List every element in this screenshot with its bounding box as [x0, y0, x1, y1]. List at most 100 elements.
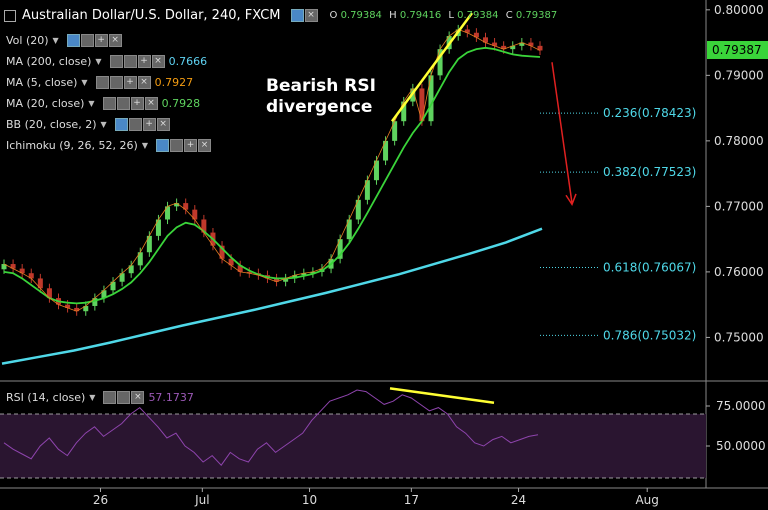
eye-icon[interactable] [66, 33, 80, 47]
indicator-legend-row[interactable]: BB (20, close, 2) ▼ + × [6, 117, 170, 131]
rsi-controls[interactable]: × [103, 391, 145, 404]
candle-body [237, 265, 243, 272]
candle-body [373, 160, 379, 181]
settings-icon[interactable] [169, 138, 183, 152]
candle-body [392, 121, 398, 141]
close-icon[interactable]: × [151, 54, 165, 68]
candle-body [492, 42, 498, 46]
candle-body [119, 273, 125, 282]
eye-icon[interactable] [109, 54, 123, 68]
settings-icon[interactable] [128, 117, 142, 131]
dropdown-caret-icon[interactable]: ▼ [52, 35, 59, 45]
candle-body [519, 42, 525, 46]
candle-body [310, 271, 316, 274]
candle-body [528, 42, 534, 46]
add-icon[interactable]: + [183, 138, 197, 152]
settings-icon[interactable] [116, 96, 130, 110]
candle-body [428, 75, 434, 122]
eye-icon[interactable] [290, 9, 304, 22]
y-tick-label: 0.78000 [714, 134, 764, 148]
indicator-controls[interactable]: + × [109, 54, 165, 68]
eye-icon[interactable] [103, 391, 117, 404]
candle-body [337, 239, 343, 259]
candle-body [346, 219, 352, 240]
candle-body [501, 45, 507, 50]
x-tick-label: 10 [302, 493, 317, 507]
candle-body [83, 305, 89, 312]
title-controls[interactable]: × [290, 9, 318, 22]
candle-body [383, 140, 389, 161]
add-icon[interactable]: + [94, 33, 108, 47]
indicator-legend-row[interactable]: Vol (20) ▼ + × [6, 33, 122, 47]
settings-icon[interactable] [80, 33, 94, 47]
fib-level-label: 0.382(0.77523) [603, 165, 696, 179]
dropdown-caret-icon[interactable]: ▼ [141, 140, 148, 150]
candle-body [10, 264, 16, 269]
dropdown-caret-icon[interactable]: ▼ [89, 393, 96, 402]
eye-icon[interactable] [155, 138, 169, 152]
dropdown-caret-icon[interactable]: ▼ [88, 98, 95, 108]
x-tick-label: 24 [511, 493, 526, 507]
rsi-band [0, 414, 706, 478]
candle-body [1, 264, 7, 270]
close-icon[interactable]: × [137, 75, 151, 89]
collapse-icon[interactable] [4, 9, 16, 22]
candle-body [37, 278, 43, 289]
indicator-controls[interactable]: + × [95, 75, 151, 89]
dropdown-caret-icon[interactable]: ▼ [95, 56, 102, 66]
indicator-controls[interactable]: + × [155, 138, 211, 152]
candle-body [437, 49, 443, 76]
indicator-controls[interactable]: + × [66, 33, 122, 47]
candle-body [101, 290, 107, 299]
candle-body [228, 258, 234, 266]
ma20-line [3, 46, 541, 305]
y-tick-label: 0.75000 [714, 330, 764, 344]
fib-level-label: 0.786(0.75032) [603, 328, 696, 342]
candle-body [364, 180, 370, 200]
candle-body [473, 32, 479, 38]
indicator-legend-row[interactable]: MA (200, close) ▼ + × 0.7666 [6, 54, 207, 68]
indicator-legend-row[interactable]: Ichimoku (9, 26, 52, 26) ▼ + × [6, 138, 211, 152]
rsi-trendline [389, 387, 495, 405]
x-tick-label: Aug [635, 493, 658, 507]
candle-body [128, 265, 134, 274]
x-tick-label: Jul [194, 493, 209, 507]
close-icon[interactable]: × [304, 9, 318, 22]
candle-body [301, 273, 307, 276]
add-icon[interactable]: + [142, 117, 156, 131]
forecast-arrow-head [565, 193, 577, 207]
close-icon[interactable]: × [156, 117, 170, 131]
candle-body [74, 307, 80, 312]
settings-icon[interactable] [117, 391, 131, 404]
last-price-badge [707, 40, 768, 59]
indicator-controls[interactable]: + × [102, 96, 158, 110]
settings-icon[interactable] [109, 75, 123, 89]
indicator-controls[interactable]: + × [114, 117, 170, 131]
close-icon[interactable]: × [144, 96, 158, 110]
indicator-legend-row[interactable]: MA (20, close) ▼ + × 0.7928 [6, 96, 200, 110]
indicator-legend-row[interactable]: MA (5, close) ▼ + × 0.7927 [6, 75, 193, 89]
candle-body [137, 252, 143, 266]
add-icon[interactable]: + [130, 96, 144, 110]
dropdown-caret-icon[interactable]: ▼ [100, 119, 107, 129]
eye-icon[interactable] [95, 75, 109, 89]
dropdown-caret-icon[interactable]: ▼ [81, 77, 88, 87]
candle-body [246, 271, 252, 274]
indicator-value: 0.7927 [154, 75, 194, 89]
candle-body [355, 199, 361, 220]
candle-body [174, 203, 180, 207]
forecast-arrow-line [551, 62, 573, 204]
candle-body [482, 37, 488, 43]
candle-body [292, 275, 298, 279]
candle-body [46, 288, 52, 299]
add-icon[interactable]: + [137, 54, 151, 68]
close-icon[interactable]: × [131, 391, 145, 404]
fib-level-label: 0.618(0.76067) [603, 261, 696, 275]
eye-icon[interactable] [114, 117, 128, 131]
eye-icon[interactable] [102, 96, 116, 110]
settings-icon[interactable] [123, 54, 137, 68]
close-icon[interactable]: × [108, 33, 122, 47]
close-icon[interactable]: × [197, 138, 211, 152]
add-icon[interactable]: + [123, 75, 137, 89]
